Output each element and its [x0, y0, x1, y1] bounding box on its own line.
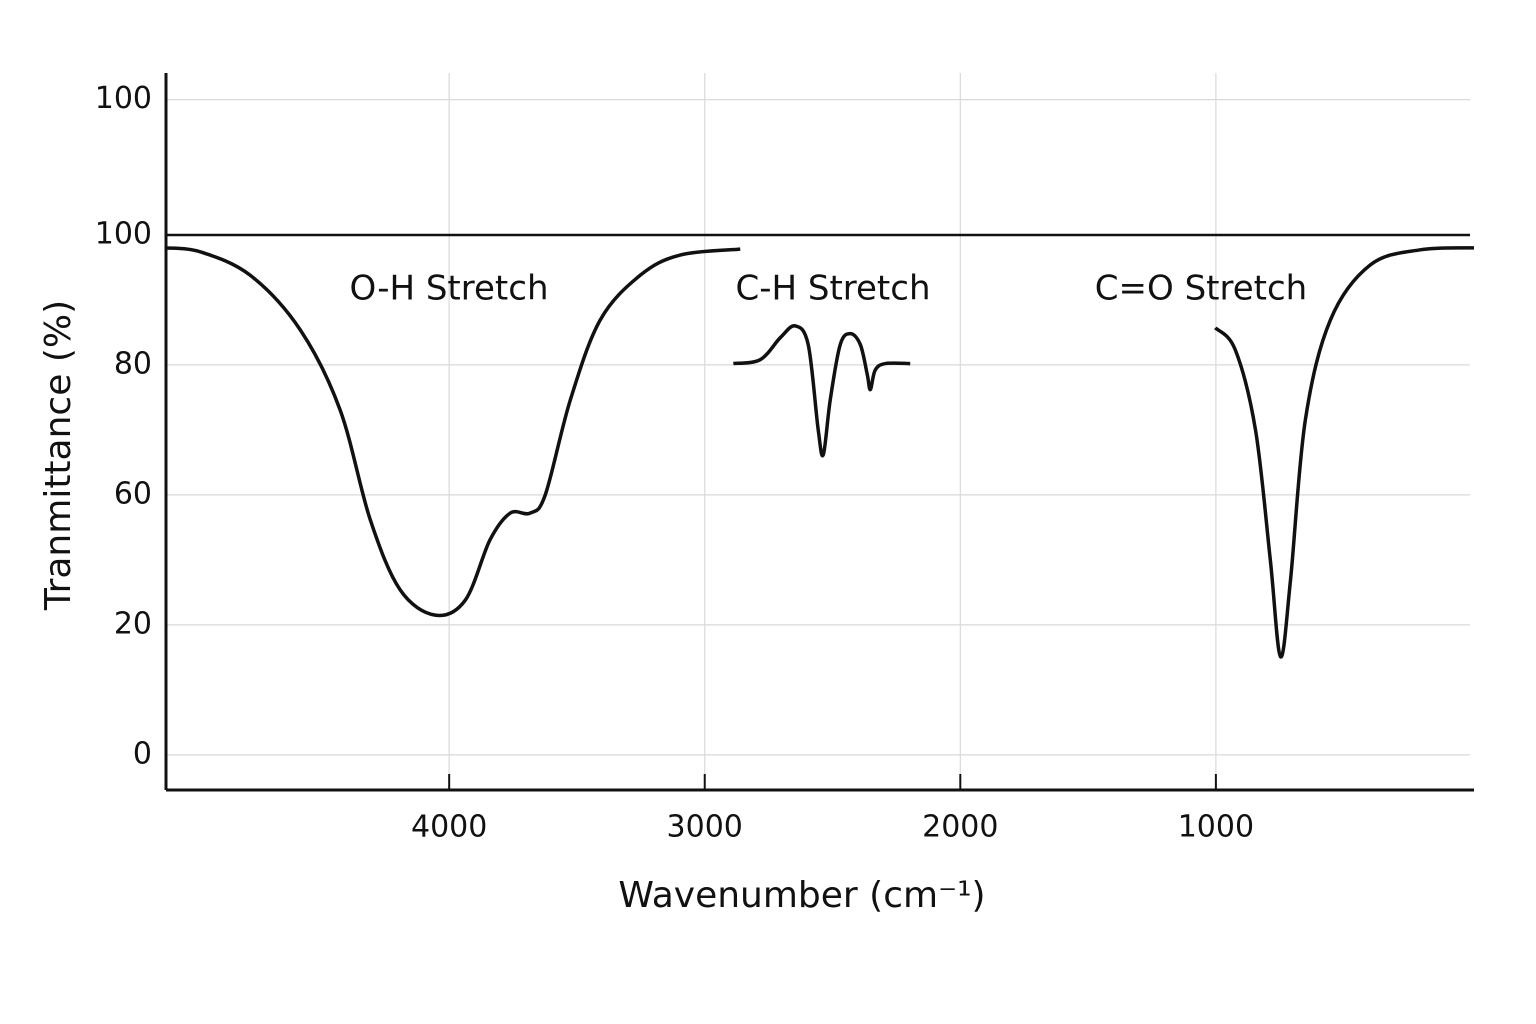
y-tick-label: 60	[114, 476, 152, 511]
y-tick-label: 0	[133, 736, 152, 771]
y-tick-label: 100	[95, 216, 152, 251]
x-tick-label: 3000	[667, 810, 743, 845]
x-axis-title: Wavenumber (cm⁻¹)	[618, 875, 985, 916]
y-axis-title: Tranmittance (%)	[38, 300, 79, 611]
y-tick-label: 20	[114, 606, 152, 641]
y-tick-label: 80	[114, 346, 152, 381]
annotation: O-H Stretch	[350, 269, 549, 309]
annotation: C-H Stretch	[735, 269, 930, 309]
spectrum-line	[165, 246, 1475, 659]
annotation: C=O Stretch	[1095, 269, 1307, 309]
x-tick-label: 2000	[922, 810, 998, 845]
x-tick-label: 1000	[1178, 810, 1254, 845]
x-tick-label: 4000	[411, 810, 487, 845]
y-tick-label: 100	[95, 81, 152, 116]
